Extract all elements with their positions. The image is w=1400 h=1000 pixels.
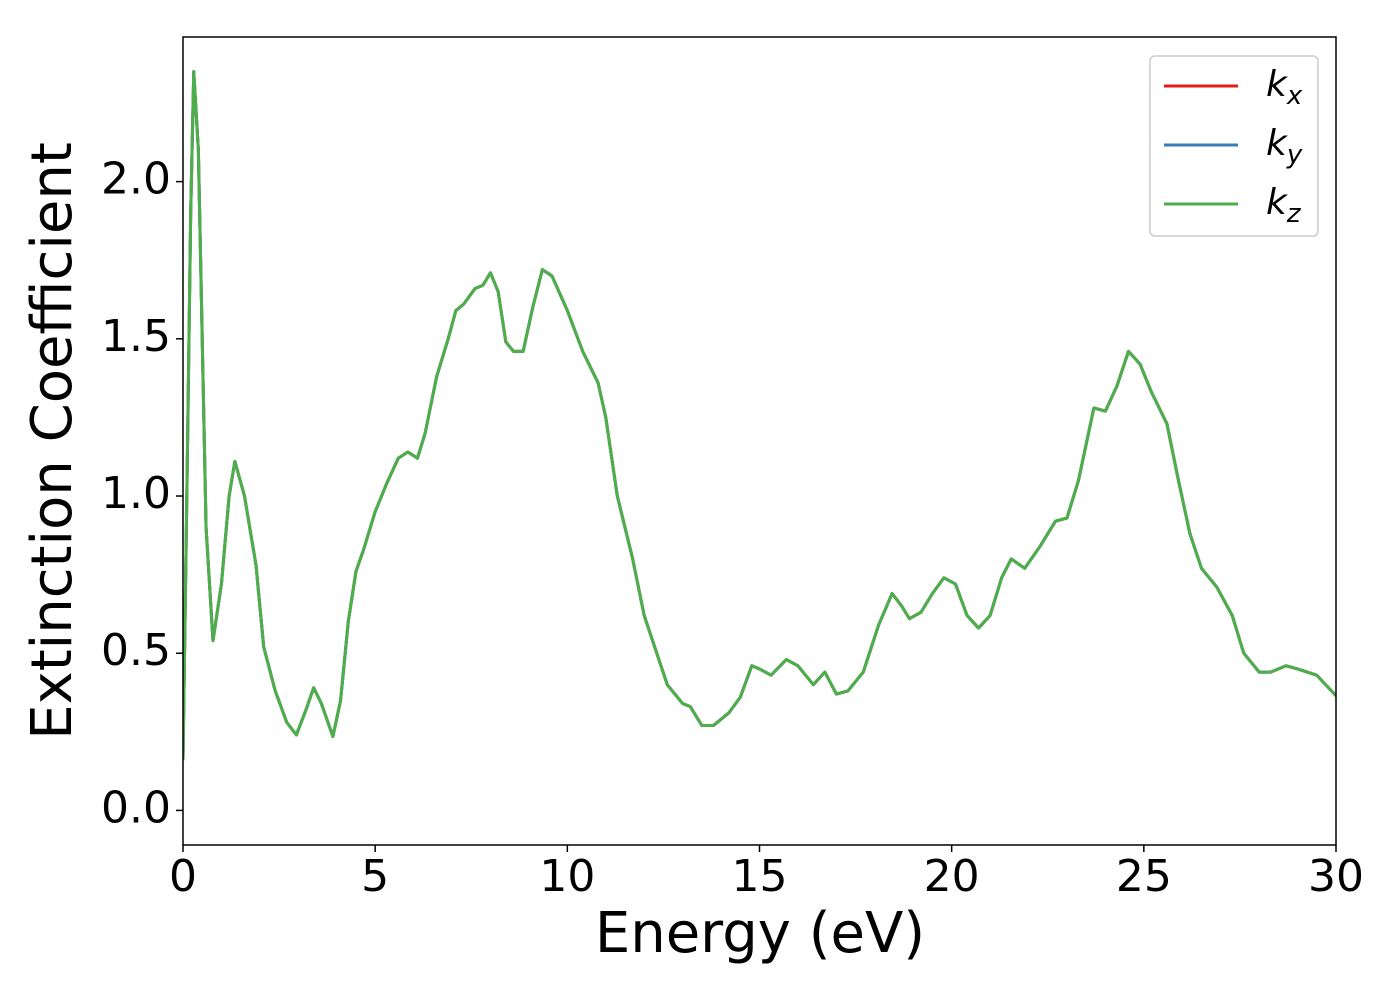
x-axis-label: Energy (eV) <box>595 901 925 966</box>
x-tick-label: 15 <box>732 851 788 902</box>
data-line <box>183 70 1336 761</box>
legend-label: ky <box>1266 123 1303 170</box>
x-tick-label: 5 <box>361 851 389 902</box>
x-tick-label: 10 <box>539 851 595 902</box>
plot-frame <box>182 36 1337 846</box>
x-tick-label: 0 <box>169 851 197 902</box>
y-tick-label: 0.0 <box>101 782 171 833</box>
x-tick-label: 20 <box>924 851 980 902</box>
y-tick-label: 2.0 <box>101 154 171 205</box>
y-tick-label: 0.5 <box>101 625 171 676</box>
legend-label: kx <box>1266 64 1303 111</box>
legend: kx ky kz <box>1149 55 1319 237</box>
x-tick-label: 30 <box>1308 851 1364 902</box>
legend-label: kz <box>1266 182 1302 229</box>
y-tick-label: 1.5 <box>101 311 171 362</box>
x-tick-label: 25 <box>1116 851 1172 902</box>
y-tick-label: 1.0 <box>101 468 171 519</box>
y-axis-label: Extinction Coefficient <box>20 142 85 740</box>
